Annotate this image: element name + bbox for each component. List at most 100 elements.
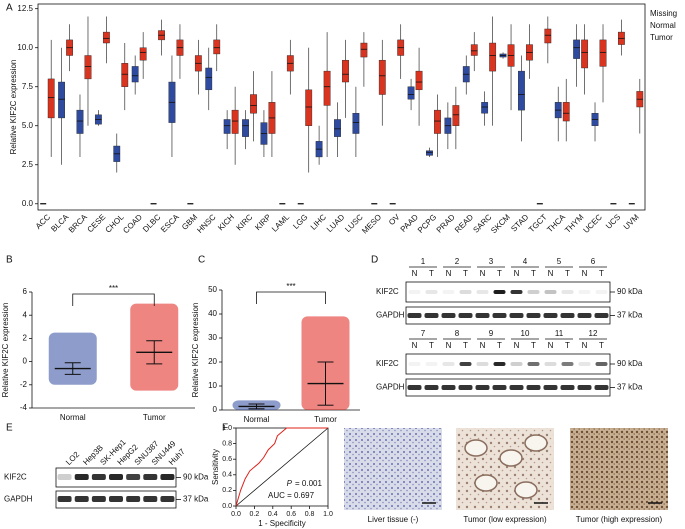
- y-tick-label: 40: [208, 309, 217, 318]
- y-tick-label: 0.8: [222, 440, 232, 447]
- x-tick-label: THYM: [563, 212, 586, 235]
- sample-number: 7: [421, 329, 426, 338]
- plot-frame: [235, 427, 329, 507]
- kif2c-band: [442, 290, 455, 294]
- kif2c-band: [57, 474, 72, 480]
- gapdh-band: [594, 313, 609, 318]
- x-tick-label: READ: [453, 212, 475, 234]
- y-tick-label: 10: [208, 381, 217, 390]
- x-tick-label: LAML: [270, 212, 292, 234]
- x-tick-label: COAD: [121, 212, 144, 235]
- box: [58, 81, 65, 119]
- y-tick-label: 6: [23, 287, 28, 296]
- box: [250, 94, 257, 114]
- lane-label: T: [429, 341, 434, 350]
- dot-cloud: [48, 332, 97, 385]
- panel-label: E: [6, 423, 13, 434]
- y-tick-label: 0: [213, 405, 218, 414]
- box: [131, 66, 139, 83]
- x-tick-label: 0.2: [250, 511, 260, 518]
- kif2c-band: [561, 362, 574, 366]
- x-tick-label: 1.0: [323, 511, 333, 518]
- sample-number: 2: [455, 257, 460, 266]
- box: [121, 63, 129, 87]
- kif2c-band: [408, 362, 421, 366]
- box: [76, 109, 84, 134]
- marker-label: 90 kDa: [617, 359, 643, 368]
- y-tick-label: 0.4: [222, 472, 232, 479]
- gapdh-band: [57, 496, 72, 502]
- lane-label: N: [446, 341, 452, 350]
- legend-entry: Tumor: [650, 33, 673, 42]
- y-tick-label: 20: [208, 357, 217, 366]
- p-symbol: P: [287, 479, 293, 488]
- legend-entry: Normal: [650, 21, 676, 30]
- gapdh-band: [509, 385, 524, 390]
- box: [342, 59, 349, 83]
- box: [360, 42, 368, 58]
- box: [415, 70, 423, 91]
- x-tick-label: Normal: [60, 413, 86, 422]
- lane-label: T: [429, 269, 434, 278]
- box: [334, 119, 341, 137]
- gapdh-band: [424, 313, 439, 318]
- protein-label: KIF2C: [4, 473, 27, 482]
- gapdh-band: [492, 313, 507, 318]
- gland: [464, 439, 488, 457]
- gland: [499, 449, 523, 467]
- marker-label: 37 kDa: [617, 383, 643, 392]
- y-tick-label: 10.0: [17, 43, 33, 52]
- panel-label: C: [198, 255, 205, 266]
- x-tick-label: SKCM: [489, 212, 512, 235]
- gapdh-band: [441, 385, 456, 390]
- reference-diagonal: [235, 427, 329, 507]
- kif2c-band: [595, 362, 608, 366]
- box: [47, 78, 55, 119]
- panel-label: B: [6, 255, 13, 266]
- x-tick-label: BRCA: [67, 212, 90, 235]
- gland: [474, 474, 498, 492]
- gapdh-band: [91, 496, 106, 502]
- lane-label: T: [463, 269, 468, 278]
- lane-label: T: [497, 341, 502, 350]
- kif2c-band: [510, 290, 523, 294]
- y-tick-label: -4: [20, 403, 28, 412]
- x-tick-label: Tumor: [314, 415, 337, 424]
- x-tick-label: MESO: [360, 213, 383, 236]
- sample-number: 3: [489, 257, 494, 266]
- panel-label: F: [222, 423, 228, 434]
- x-tick-label: PCPG: [416, 213, 438, 235]
- gapdh-band: [441, 313, 456, 318]
- gapdh-band: [458, 385, 473, 390]
- kif2c-band: [425, 290, 438, 294]
- x-tick-label: ESCA: [159, 212, 181, 234]
- box: [139, 47, 147, 61]
- cell-line-label: LO2: [64, 449, 81, 466]
- y-tick-label: 12.5: [17, 4, 33, 13]
- kif2c-band: [476, 362, 489, 366]
- protein-label: KIF2C: [376, 359, 399, 368]
- roc-curve: [235, 427, 328, 507]
- significance: ***: [286, 282, 295, 291]
- protein-label: GAPDH: [4, 495, 33, 504]
- kif2c-band: [493, 290, 506, 294]
- kif2c-band: [561, 290, 574, 294]
- panel-label: D: [371, 255, 378, 266]
- image-caption: Tumor (high expression): [576, 515, 663, 524]
- protein-label: KIF2C: [376, 287, 399, 296]
- gapdh-band: [526, 313, 541, 318]
- gapdh-band: [509, 313, 524, 318]
- box: [544, 28, 552, 44]
- x-tick-label: CESE: [86, 213, 108, 235]
- x-tick-label: OV: [387, 212, 402, 227]
- protein-label: GAPDH: [376, 311, 405, 320]
- y-tick-label: 0.6: [222, 456, 232, 463]
- gapdh-band: [492, 385, 507, 390]
- box: [562, 102, 570, 122]
- kif2c-band: [544, 290, 557, 294]
- sample-number: 6: [591, 257, 596, 266]
- panel-label: A: [6, 3, 13, 14]
- lane-label: T: [463, 341, 468, 350]
- image-caption: Tumor (low expression): [463, 515, 547, 524]
